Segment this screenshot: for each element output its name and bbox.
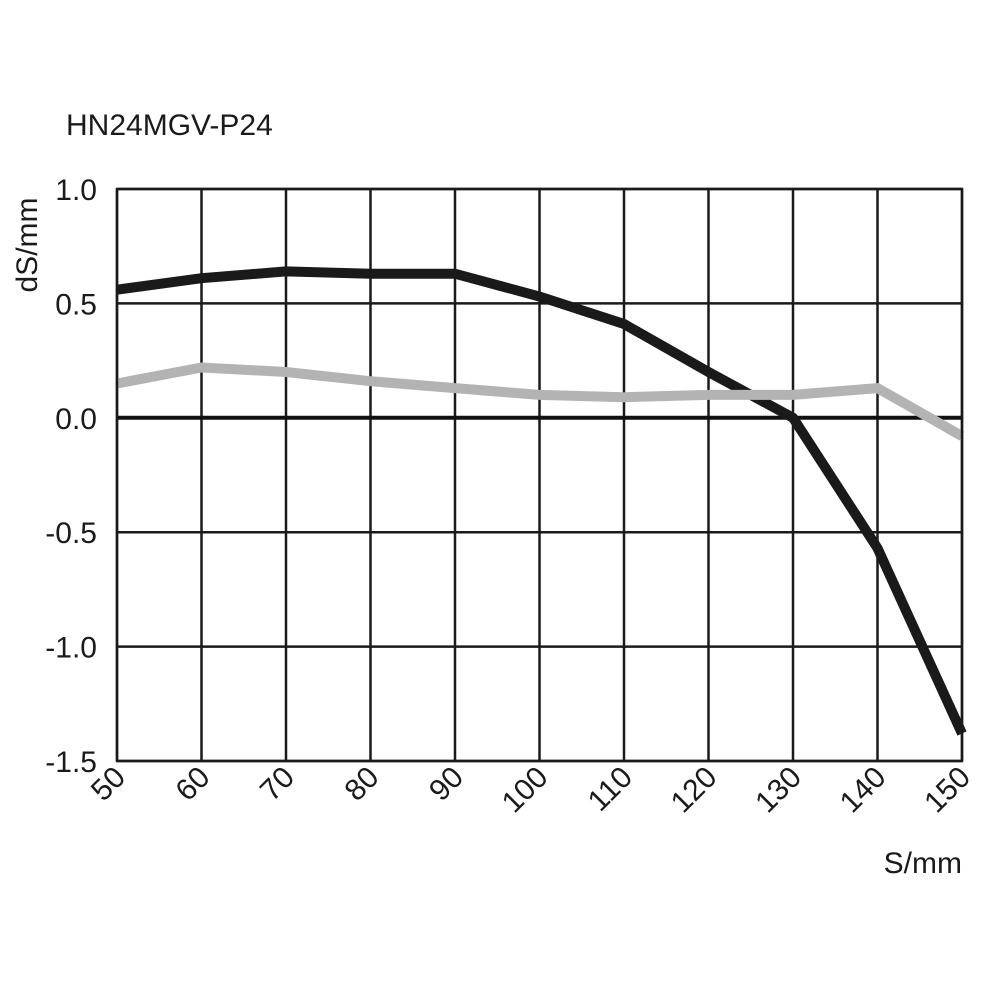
x-tick-label: 140 (834, 761, 893, 820)
x-tick-label: 150 (918, 761, 977, 820)
series-line-2 (116, 362, 965, 441)
y-tick-label: 1.0 (55, 174, 97, 207)
series-group (116, 266, 967, 736)
y-axis-label: dS/mm (11, 197, 44, 292)
x-tick-label: 100 (496, 761, 555, 820)
x-tick-label: 90 (423, 761, 470, 808)
x-tick-label: 110 (582, 761, 639, 818)
x-axis-label: S/mm (884, 847, 962, 880)
plot-border (115, 187, 964, 763)
plot-frame (115, 187, 964, 763)
x-tick-label: 80 (339, 761, 386, 808)
y-tick-label: -1.0 (45, 632, 97, 665)
y-tick-label: 0.5 (55, 288, 97, 321)
series-line-1 (116, 266, 967, 736)
x-tick-label: 60 (170, 761, 217, 808)
chart-title: HN24MGV-P24 (66, 109, 273, 142)
x-tick-label: 120 (665, 761, 724, 820)
y-tick-labels: 1.0 0.5 0.0 -0.5 -1.0 -1.5 (45, 174, 97, 779)
y-tick-label: 0.0 (55, 403, 97, 436)
x-tick-label: 70 (254, 761, 301, 808)
x-tick-labels: 50 60 70 80 90 100 110 120 130 140 150 (85, 761, 977, 820)
y-tick-label: -1.5 (45, 746, 97, 779)
x-tick-label: 130 (749, 761, 808, 820)
y-tick-label: -0.5 (45, 517, 97, 550)
